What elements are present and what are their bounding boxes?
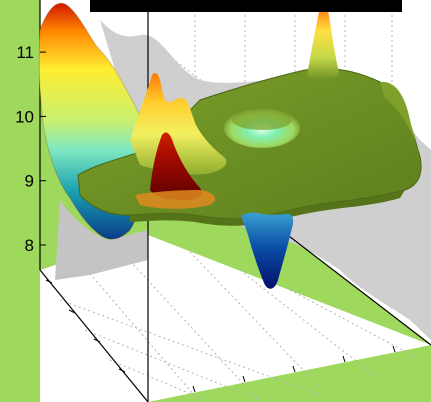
- red-spike-base: [135, 190, 216, 209]
- floor-axis-ticks: [45, 279, 396, 393]
- z-tick-label: 11: [16, 43, 34, 62]
- plateau-front-edge: [130, 190, 405, 226]
- z-tick-label: 9: [25, 172, 34, 191]
- back-right-spike: [307, 3, 339, 81]
- z-tick-label: 8: [25, 236, 34, 255]
- central-peak: [130, 73, 227, 175]
- floor-pane: [40, 235, 431, 402]
- plateau-dimple-rim: [232, 110, 292, 130]
- title-bar: [90, 0, 402, 12]
- central-red-spike: [150, 132, 202, 200]
- plateau-right-slope: [380, 81, 419, 153]
- z-axis: 8 9 10 11: [15, 43, 46, 255]
- deep-pit: [241, 212, 294, 289]
- z-tick-label: 10: [15, 107, 34, 126]
